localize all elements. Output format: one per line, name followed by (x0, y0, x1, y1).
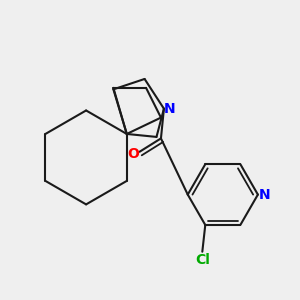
Text: N: N (259, 188, 270, 202)
Text: Cl: Cl (195, 253, 210, 267)
Text: O: O (127, 147, 139, 161)
Text: N: N (164, 102, 175, 116)
